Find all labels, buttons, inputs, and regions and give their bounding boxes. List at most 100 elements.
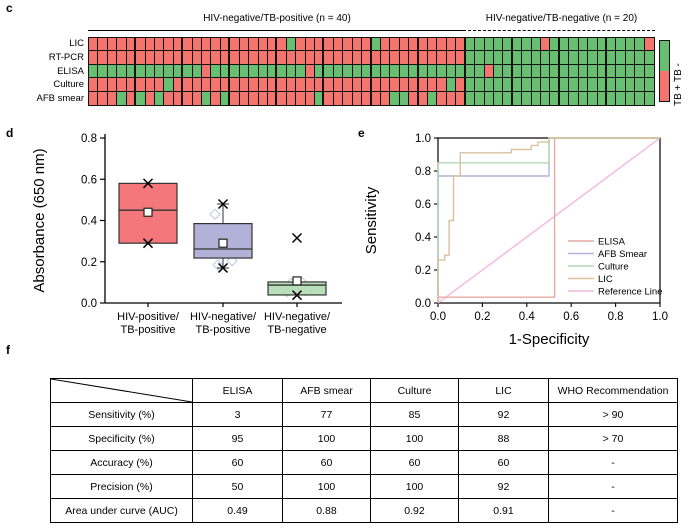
heatmap-cell (220, 51, 231, 65)
heatmap-cell (597, 38, 607, 52)
heatmap-cell (211, 51, 221, 65)
d-ytick: 0.8 (81, 133, 97, 145)
e-legend-label: Reference Line (598, 287, 662, 298)
heatmap-cell (465, 64, 476, 79)
heatmap-cell (305, 91, 315, 105)
heatmap-cell (230, 38, 240, 52)
table-cell: 0.91 (458, 498, 549, 523)
heatmap-cell (145, 51, 155, 65)
heatmap-cell (399, 64, 410, 79)
table-cell: 100 (370, 474, 459, 499)
heatmap-cell (107, 91, 118, 105)
heatmap-cell (559, 38, 570, 52)
heatmap-cell (493, 51, 504, 65)
heatmap-cell (418, 38, 428, 52)
heatmap-cell (380, 38, 391, 52)
heatmap-cell (493, 91, 504, 105)
heatmap-cell (541, 91, 551, 105)
heatmap-cell (239, 51, 250, 65)
heatmap-cell (635, 64, 645, 79)
heatmap-cell (625, 51, 636, 65)
heatmap-cell (98, 51, 108, 65)
heatmap-cell (522, 51, 532, 65)
heatmap-cell (569, 38, 579, 52)
heatmap-cell (437, 78, 447, 92)
heatmap-cell (503, 91, 513, 105)
heatmap-cell (475, 38, 485, 52)
heatmap-cell (569, 78, 579, 92)
panel-d-label: d (6, 126, 14, 140)
heatmap-cell (362, 91, 372, 105)
heatmap-cell (644, 51, 654, 65)
heatmap-cell (202, 78, 212, 92)
heatmap-cell (635, 91, 645, 105)
heatmap-cell (145, 38, 155, 52)
heatmap-cell (145, 78, 155, 92)
heatmap-cell (371, 91, 381, 105)
heatmap-cell (362, 51, 372, 65)
heatmap-cell (145, 91, 155, 105)
heatmap-cell (126, 64, 137, 79)
heatmap-cell (531, 38, 541, 52)
table-col-header: ELISA (192, 378, 283, 403)
table-cell: 92 (458, 474, 549, 499)
d-outlier-diamond (209, 208, 221, 221)
heatmap-cell (286, 51, 297, 65)
heatmap-cell (230, 91, 240, 105)
heatmap-cell (286, 91, 297, 105)
table-corner-cell (50, 378, 193, 403)
group1-underline (88, 30, 466, 31)
heatmap-cell (126, 78, 137, 92)
table-cell: 60 (282, 450, 371, 475)
e-legend-label: Culture (598, 262, 629, 273)
heatmap-cell (164, 78, 174, 92)
heatmap-cell (569, 91, 579, 105)
heatmap-cell (249, 64, 259, 79)
heatmap-cell (503, 78, 513, 92)
heatmap-cell (371, 51, 381, 65)
heatmap-cell (202, 64, 212, 79)
performance-table: ELISA AFB smear Culture LIC WHO Recommendati… (50, 378, 678, 523)
table-col-header: LIC (458, 378, 549, 403)
heatmap-cell (362, 64, 372, 79)
heatmap-cell (437, 51, 447, 65)
heatmap-cell (333, 91, 344, 105)
heatmap-cell (606, 64, 617, 79)
d-x-marker (291, 233, 303, 244)
d-ytick: 0.2 (81, 257, 97, 269)
heatmap-cell (644, 91, 654, 105)
table-cell: > 90 (548, 402, 678, 427)
heatmap-cell (183, 91, 193, 105)
heatmap-cell (522, 78, 532, 92)
heatmap-cell (588, 51, 598, 65)
table-cell: - (548, 450, 678, 475)
heatmap-cell (258, 78, 268, 92)
heatmap-cell (475, 51, 485, 65)
table-cell: - (548, 474, 678, 499)
heatmap-cell (136, 78, 146, 92)
heatmap-cell (399, 78, 410, 92)
heatmap-colorbar (659, 40, 670, 102)
heatmap-cell (484, 78, 494, 92)
table-cell: - (548, 498, 678, 523)
heatmap-cell (418, 64, 428, 79)
e-xtick: 0.4 (519, 311, 536, 323)
heatmap-cell (202, 38, 212, 52)
table-col-header: Culture (370, 378, 459, 403)
heatmap-cell (503, 38, 513, 52)
d-xtick-line1: HIV-negative/ (190, 311, 257, 323)
heatmap-cell (503, 51, 513, 65)
table-cell: 50 (192, 474, 283, 499)
heatmap-cell (635, 78, 645, 92)
heatmap-cell (126, 38, 137, 52)
heatmap-group1-title: HIV-negative/TB-positive (n = 40) (203, 13, 351, 24)
table-cell: 60 (458, 450, 549, 475)
heatmap-cell (333, 51, 344, 65)
heatmap-cell (569, 51, 579, 65)
heatmap-cell (522, 64, 532, 79)
heatmap-cell (343, 64, 353, 79)
heatmap-cell (249, 38, 259, 52)
heatmap-cell (89, 64, 99, 79)
heatmap-cell (258, 51, 268, 65)
